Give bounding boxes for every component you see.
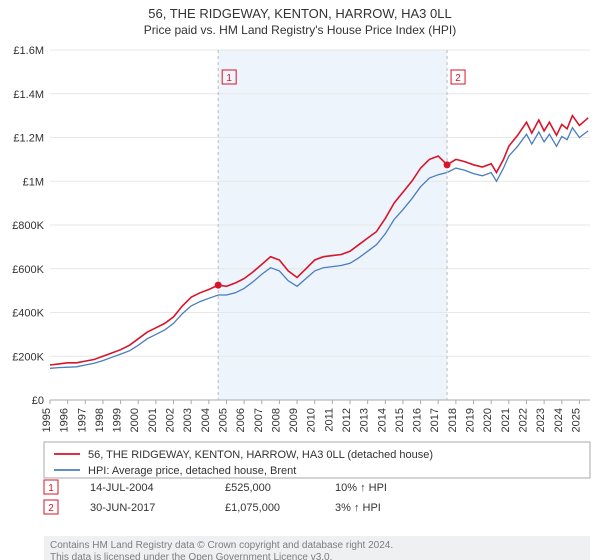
legend-label: HPI: Average price, detached house, Bren… bbox=[88, 465, 296, 477]
y-tick-label: £0 bbox=[32, 395, 44, 407]
sale-point bbox=[215, 282, 222, 289]
sale-point bbox=[444, 161, 451, 168]
y-tick-label: £800K bbox=[12, 220, 44, 232]
x-tick-label: 2017 bbox=[429, 408, 441, 432]
sale-date: 30-JUN-2017 bbox=[90, 502, 155, 514]
x-tick-label: 2023 bbox=[535, 408, 547, 432]
y-tick-label: £1.6M bbox=[13, 45, 44, 57]
x-tick-label: 2014 bbox=[376, 408, 388, 432]
x-tick-label: 1996 bbox=[59, 408, 71, 432]
sale-diff: 3% ↑ HPI bbox=[335, 502, 381, 514]
x-tick-label: 2019 bbox=[465, 408, 477, 432]
x-tick-label: 2016 bbox=[412, 408, 424, 432]
x-tick-label: 2002 bbox=[165, 408, 177, 432]
x-tick-label: 2010 bbox=[306, 408, 318, 432]
x-tick-label: 2022 bbox=[517, 408, 529, 432]
chart-subtitle: Price paid vs. HM Land Registry's House … bbox=[144, 23, 456, 37]
x-tick-label: 2005 bbox=[217, 408, 229, 432]
y-tick-label: £1.4M bbox=[13, 89, 44, 101]
x-tick-label: 2025 bbox=[570, 408, 582, 432]
x-tick-label: 1998 bbox=[94, 408, 106, 432]
x-tick-label: 2011 bbox=[323, 408, 335, 432]
x-tick-label: 2007 bbox=[253, 408, 265, 432]
sale-row-num: 2 bbox=[48, 503, 54, 514]
y-tick-label: £1M bbox=[23, 176, 44, 188]
y-tick-label: £600K bbox=[12, 264, 44, 276]
x-tick-label: 2018 bbox=[447, 408, 459, 432]
sale-date: 14-JUL-2004 bbox=[90, 482, 154, 494]
x-tick-label: 2000 bbox=[129, 408, 141, 432]
x-tick-label: 1997 bbox=[76, 408, 88, 432]
x-tick-label: 1995 bbox=[41, 408, 53, 432]
x-tick-label: 2012 bbox=[341, 408, 353, 432]
sale-diff: 10% ↑ HPI bbox=[335, 482, 387, 494]
x-tick-label: 2003 bbox=[182, 408, 194, 432]
y-tick-label: £400K bbox=[12, 308, 44, 320]
x-tick-label: 2024 bbox=[553, 408, 565, 432]
footer-line2: This data is licensed under the Open Gov… bbox=[50, 552, 332, 560]
sale-price: £1,075,000 bbox=[225, 502, 280, 514]
y-tick-label: £1.2M bbox=[13, 133, 44, 145]
footer-line1: Contains HM Land Registry data © Crown c… bbox=[50, 540, 393, 551]
y-tick-label: £200K bbox=[12, 351, 44, 363]
x-tick-label: 2013 bbox=[359, 408, 371, 432]
x-tick-label: 2001 bbox=[147, 408, 159, 432]
x-tick-label: 2021 bbox=[500, 408, 512, 432]
sale-price: £525,000 bbox=[225, 482, 271, 494]
x-tick-label: 2015 bbox=[394, 408, 406, 432]
x-tick-label: 1999 bbox=[112, 408, 124, 432]
chart-title: 56, THE RIDGEWAY, KENTON, HARROW, HA3 0L… bbox=[148, 6, 451, 21]
x-tick-label: 2020 bbox=[482, 408, 494, 432]
sale-row-num: 1 bbox=[48, 483, 54, 494]
chart-svg: 56, THE RIDGEWAY, KENTON, HARROW, HA3 0L… bbox=[0, 0, 600, 560]
x-tick-label: 2004 bbox=[200, 408, 212, 432]
x-tick-label: 2006 bbox=[235, 408, 247, 432]
legend-label: 56, THE RIDGEWAY, KENTON, HARROW, HA3 0L… bbox=[88, 449, 433, 461]
x-tick-label: 2008 bbox=[270, 408, 282, 432]
sale-marker-num: 1 bbox=[226, 73, 232, 84]
x-tick-label: 2009 bbox=[288, 408, 300, 432]
sale-marker-num: 2 bbox=[455, 73, 461, 84]
